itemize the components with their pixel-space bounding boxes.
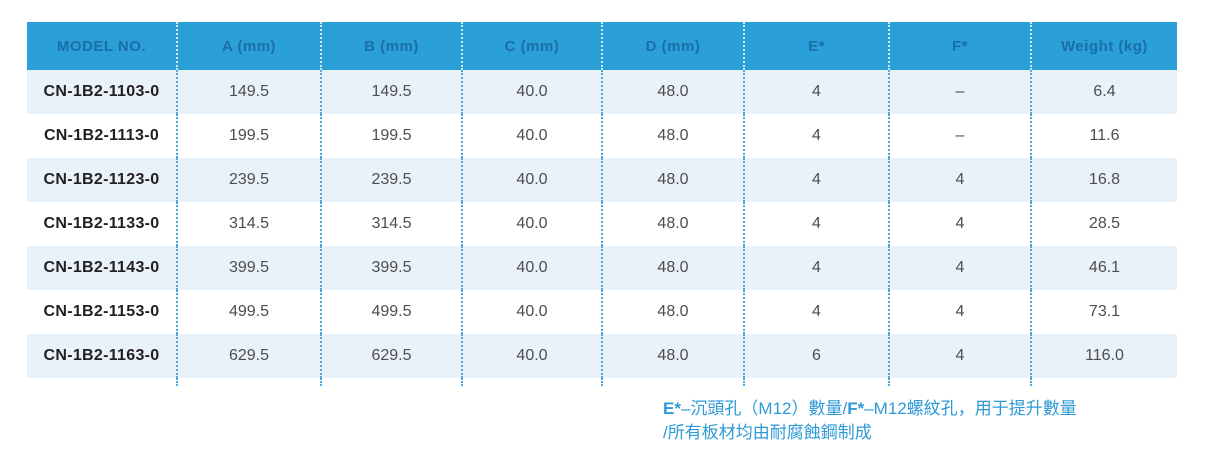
table-row: CN-1B2-1143-0 399.5 399.5 40.0 48.0 4 4 … (27, 246, 1177, 290)
cell-f: 4 (890, 246, 1032, 290)
cell-a: 199.5 (178, 114, 322, 158)
cell-weight: 46.1 (1088, 259, 1121, 276)
cell-b: 499.5 (322, 290, 463, 334)
footnote: E*–沉頭孔（M12）數量/F*–M12螺紋孔，用于提升數量/所有板材均由耐腐蝕… (663, 397, 1188, 445)
cell-e: 4 (745, 246, 890, 290)
cell-d: 48.0 (603, 246, 745, 290)
cell-d: 48.0 (603, 70, 745, 114)
spec-table: MODEL NO. A (mm) B (mm) C (mm) D (mm) E*… (27, 22, 1177, 386)
cell-model: CN-1B2-1123-0 (27, 158, 178, 202)
cell-b: 199.5 (322, 114, 463, 158)
cell-c: 40.0 (463, 158, 603, 202)
cell-weight: 6.4 (1093, 83, 1116, 100)
cell-f: – (890, 114, 1032, 158)
cell-e: 4 (745, 290, 890, 334)
header-cell-e: E* (745, 22, 890, 70)
cell-f: – (890, 70, 1032, 114)
cell-model: CN-1B2-1133-0 (27, 202, 178, 246)
cell-model: CN-1B2-1153-0 (27, 290, 178, 334)
cell-c: 40.0 (463, 70, 603, 114)
cell-model: CN-1B2-1143-0 (27, 246, 178, 290)
header-cell-d: D (mm) (603, 22, 745, 70)
cell-b: 629.5 (322, 334, 463, 378)
cell-f: 4 (890, 290, 1032, 334)
cell-model: CN-1B2-1113-0 (27, 114, 178, 158)
header-cell-model: MODEL NO. (27, 22, 178, 70)
table-row: CN-1B2-1103-0 149.5 149.5 40.0 48.0 4 – … (27, 70, 1177, 114)
cell-c: 40.0 (463, 246, 603, 290)
cell-c: 40.0 (463, 290, 603, 334)
table-header-row: MODEL NO. A (mm) B (mm) C (mm) D (mm) E*… (27, 22, 1177, 70)
cell-e: 4 (745, 114, 890, 158)
cell-d: 48.0 (603, 158, 745, 202)
cell-d: 48.0 (603, 290, 745, 334)
header-cell-a: A (mm) (178, 22, 322, 70)
header-cell-b: B (mm) (322, 22, 463, 70)
cell-d: 48.0 (603, 202, 745, 246)
footnote-text: E*–沉頭孔（M12）數量/F*–M12螺紋孔，用于提升數量/所有板材均由耐腐蝕… (663, 399, 1077, 442)
cell-weight: 16.8 (1088, 171, 1121, 188)
cell-f: 4 (890, 202, 1032, 246)
cell-b: 314.5 (322, 202, 463, 246)
cell-a: 499.5 (178, 290, 322, 334)
cell-e: 4 (745, 158, 890, 202)
cell-model: CN-1B2-1103-0 (27, 70, 178, 114)
cell-weight: 116.0 (1085, 347, 1124, 364)
cell-f: 4 (890, 334, 1032, 378)
header-cell-c: C (mm) (463, 22, 603, 70)
table-row: CN-1B2-1153-0 499.5 499.5 40.0 48.0 4 4 … (27, 290, 1177, 334)
cell-weight: 73.1 (1088, 303, 1121, 320)
cell-weight: 11.6 (1089, 127, 1120, 144)
cell-d: 48.0 (603, 114, 745, 158)
table-dotted-tail (27, 378, 1177, 386)
cell-c: 40.0 (463, 334, 603, 378)
cell-b: 399.5 (322, 246, 463, 290)
cell-c: 40.0 (463, 114, 603, 158)
cell-a: 629.5 (178, 334, 322, 378)
header-cell-f: F* (890, 22, 1032, 70)
cell-e: 6 (745, 334, 890, 378)
cell-weight: 28.5 (1088, 215, 1121, 232)
table-row: CN-1B2-1123-0 239.5 239.5 40.0 48.0 4 4 … (27, 158, 1177, 202)
cell-e: 4 (745, 70, 890, 114)
cell-f: 4 (890, 158, 1032, 202)
table-row: CN-1B2-1163-0 629.5 629.5 40.0 48.0 6 4 … (27, 334, 1177, 378)
table-row: CN-1B2-1133-0 314.5 314.5 40.0 48.0 4 4 … (27, 202, 1177, 246)
footnote-f-label: F* (847, 399, 865, 418)
cell-a: 239.5 (178, 158, 322, 202)
cell-a: 149.5 (178, 70, 322, 114)
cell-b: 149.5 (322, 70, 463, 114)
cell-model: CN-1B2-1163-0 (27, 334, 178, 378)
cell-a: 314.5 (178, 202, 322, 246)
footnote-line2: /所有板材均由耐腐蝕鋼制成 (663, 423, 872, 442)
cell-b: 239.5 (322, 158, 463, 202)
footnote-e-label: E* (663, 399, 681, 418)
cell-a: 399.5 (178, 246, 322, 290)
table-row: CN-1B2-1113-0 199.5 199.5 40.0 48.0 4 – … (27, 114, 1177, 158)
cell-d: 48.0 (603, 334, 745, 378)
header-cell-weight: Weight (kg) (1061, 37, 1148, 55)
cell-c: 40.0 (463, 202, 603, 246)
cell-e: 4 (745, 202, 890, 246)
